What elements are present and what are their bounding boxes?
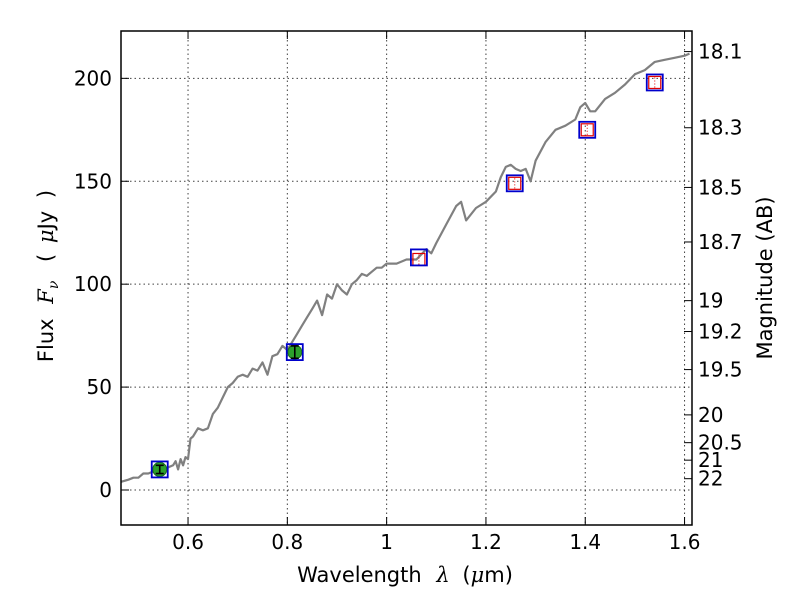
mag-tick-label: 19.2	[698, 320, 743, 344]
y-axis-unit-open: (	[34, 254, 58, 262]
mag-tick-label: 20	[698, 403, 723, 427]
y-tick-label: 50	[87, 375, 112, 399]
model-spectrum-layer	[120, 52, 690, 483]
model-flux-box	[505, 174, 524, 193]
mag-tick-label: 18.1	[698, 40, 743, 64]
grid	[121, 31, 692, 525]
mag-tick-label: 18.7	[698, 230, 743, 254]
y-axis-F: F	[34, 288, 58, 305]
mag-tick-label: 19	[698, 289, 723, 313]
mag-tick-label: 21	[698, 448, 723, 472]
ticks: 0.6 0.8 1 1.2 1.4 1.6 0 50 100 150 200 18.1 18.3 18.5…	[74, 31, 743, 554]
x-axis-unit-rest: m)	[484, 563, 513, 587]
y-tick-label: 0	[99, 478, 112, 502]
model-flux-box	[410, 248, 428, 267]
mag-tick-label: 19.5	[698, 358, 743, 382]
x-tick-label: 0.8	[271, 530, 303, 554]
y-axis-unit-close: )	[34, 190, 58, 198]
model-flux-box	[578, 120, 597, 139]
y-tick-label: 200	[74, 66, 112, 90]
upper-limit-box	[508, 176, 522, 190]
x-axis-title: Wavelength λ (μm)	[297, 563, 513, 587]
x-tick-label: 1	[380, 530, 393, 554]
model-spectrum-line	[120, 52, 690, 483]
mag-tick-label: 20.5	[698, 431, 743, 455]
y-tick-label: 100	[74, 272, 112, 296]
plot-frame	[120, 30, 693, 526]
upper-limit-box	[648, 75, 662, 90]
mag-tick-label: 18.5	[698, 175, 743, 199]
x-axis-title-text: Wavelength	[297, 563, 422, 587]
x-axis-lambda: λ	[435, 563, 449, 587]
model-flux-box	[150, 460, 169, 479]
x-tick-label: 1.4	[569, 530, 601, 554]
y-axis-unit-rest: Jy	[34, 211, 58, 232]
y-axis-title-text: Flux	[34, 318, 58, 362]
y-tick-label: 150	[74, 169, 112, 193]
photometry-layer	[150, 73, 664, 479]
y-axis-title: Flux Fν ( μJy )	[34, 190, 63, 362]
x-tick-label: 1.2	[470, 530, 502, 554]
x-tick-label: 0.6	[172, 530, 204, 554]
mag-tick-label: 18.3	[698, 116, 743, 140]
model-flux-box	[645, 73, 664, 92]
model-flux-box	[285, 343, 304, 362]
upper-limit-box	[580, 123, 594, 137]
x-axis-unit-open: (	[462, 563, 470, 587]
x-tick-label: 1.6	[669, 530, 701, 554]
mag-tick-label: 22	[698, 467, 723, 491]
x-axis-mu: μ	[471, 563, 485, 587]
y-axis-mu: μ	[34, 229, 58, 243]
y-axis-nu: ν	[46, 280, 62, 289]
y2-axis-title: Magnitude (AB)	[753, 196, 777, 359]
